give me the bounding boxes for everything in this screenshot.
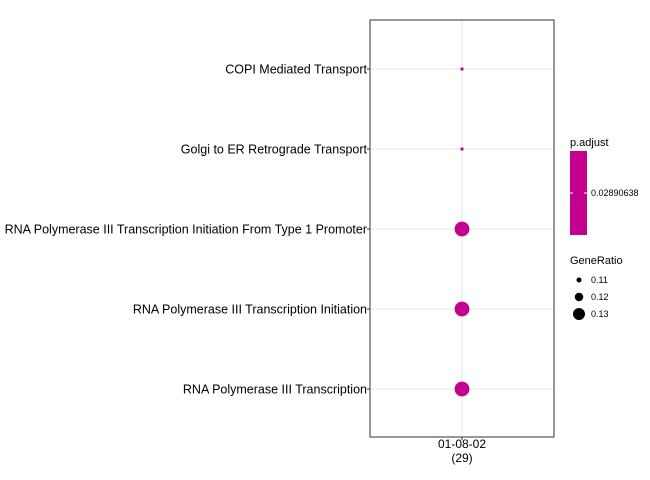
- size-legend-label: 0.11: [591, 275, 608, 285]
- data-point: [460, 147, 464, 151]
- y-tick-label: COPI Mediated Transport: [225, 63, 367, 77]
- size-legend-label: 0.12: [591, 292, 609, 302]
- color-legend: p.adjust 0.02890638: [570, 137, 639, 235]
- y-tick-label: Golgi to ER Retrograde Transport: [181, 143, 368, 157]
- y-tick-label: RNA Polymerase III Transcription Initiat…: [133, 303, 367, 317]
- x-tick-label-line1: 01-08-02: [438, 437, 486, 451]
- size-legend-key: [576, 277, 582, 283]
- x-tick-label-line2: (29): [451, 451, 472, 465]
- size-legend: GeneRatio 0.11 0.12 0.13: [570, 255, 623, 320]
- data-point: [454, 301, 470, 317]
- color-legend-tick-label: 0.02890638: [591, 188, 639, 198]
- data-point: [454, 221, 470, 237]
- data-points: [454, 67, 470, 397]
- color-legend-bar: [570, 151, 587, 235]
- y-tick-label: RNA Polymerase III Transcription Initiat…: [5, 223, 367, 237]
- y-tick-label: RNA Polymerase III Transcription: [183, 383, 367, 397]
- size-legend-key: [574, 292, 584, 302]
- color-legend-title: p.adjust: [570, 137, 609, 149]
- data-point: [460, 67, 464, 71]
- x-axis: 01-08-02 (29): [438, 437, 486, 465]
- size-legend-title: GeneRatio: [570, 255, 623, 267]
- size-legend-label: 0.13: [591, 309, 609, 319]
- data-point: [454, 381, 470, 397]
- y-axis: COPI Mediated Transport Golgi to ER Retro…: [5, 63, 370, 397]
- size-legend-key: [573, 308, 585, 320]
